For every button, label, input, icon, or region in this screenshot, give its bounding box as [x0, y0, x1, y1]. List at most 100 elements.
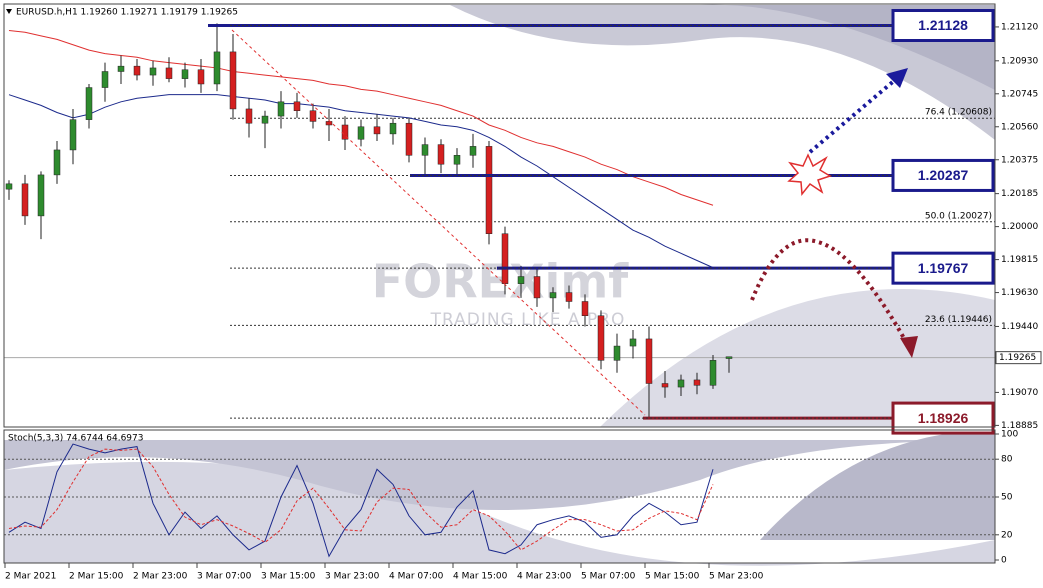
banner-shape: [4, 440, 995, 510]
x-tick-label: 4 Mar 07:00: [389, 572, 444, 582]
x-tick-label: 2 Mar 23:00: [133, 572, 188, 582]
fib-label: 23.6 (1.19446): [925, 315, 992, 325]
candle-body: [437, 144, 445, 165]
candle-body: [245, 108, 253, 124]
y-tick-label: 1.20375: [1001, 155, 1038, 165]
candle-body: [181, 69, 189, 79]
price-box: [995, 351, 1042, 365]
candle-body: [133, 65, 141, 76]
level-label: 1.19767: [918, 260, 969, 276]
candle-body: [293, 101, 301, 111]
candle-body: [37, 174, 45, 217]
stoch-line: [8, 443, 714, 558]
menu-triangle: [6, 9, 12, 14]
price-panel-frame: [3, 3, 996, 428]
x-tick-label: 3 Mar 15:00: [261, 572, 316, 582]
candle-body: [69, 119, 77, 151]
candle-body: [197, 69, 205, 85]
candle-body: [501, 233, 509, 284]
x-tick-label: 2 Mar 15:00: [69, 572, 124, 582]
candle-body: [517, 276, 525, 284]
candle-body: [101, 71, 109, 88]
banner-shape: [450, 5, 995, 140]
x-tick-label: 5 Mar 23:00: [709, 572, 764, 582]
trend-line: [231, 29, 646, 416]
banner-shape: [4, 461, 995, 566]
candle-body: [533, 276, 541, 299]
candle-body: [645, 338, 653, 384]
arrow-head: [900, 336, 918, 358]
current-price-label: 1.19265: [999, 353, 1036, 363]
x-tick-label: 2 Mar 2021: [5, 572, 56, 582]
x-tick-label: 5 Mar 15:00: [645, 572, 700, 582]
x-tick-label: 3 Mar 23:00: [325, 572, 380, 582]
candle-body: [53, 149, 61, 176]
candle-body: [357, 126, 365, 140]
candle-body: [709, 360, 717, 386]
candle-body: [677, 379, 685, 388]
candle-body: [149, 67, 157, 76]
stoch-tick-label: 100: [1001, 430, 1018, 440]
candle-body: [373, 126, 381, 135]
forecast-arrow: [808, 78, 897, 154]
level-label: 1.20287: [918, 167, 969, 183]
moving-average: [8, 29, 714, 206]
x-tick-label: 4 Mar 23:00: [517, 572, 572, 582]
chart-title: EURUSD.h,H1 1.19260 1.19271 1.19179 1.19…: [16, 8, 238, 18]
y-tick-label: 1.21120: [1001, 22, 1038, 32]
candle-body: [565, 292, 573, 302]
candle-body: [613, 345, 621, 361]
candle-body: [549, 292, 557, 299]
watermark: FOREXimf: [372, 255, 630, 309]
breakout-icon: [787, 153, 832, 196]
y-tick-label: 1.20185: [1001, 189, 1038, 199]
y-tick-label: 1.19070: [1001, 388, 1038, 398]
x-tick-label: 3 Mar 07:00: [197, 572, 252, 582]
level-box: [891, 251, 995, 285]
candle-body: [261, 115, 269, 124]
stoch-tick-label: 80: [1001, 455, 1013, 465]
candle-body: [325, 121, 333, 126]
candle-body: [229, 51, 237, 110]
stoch-label: Stoch(5,3,3) 74.6744 64.6973: [8, 434, 143, 444]
candle-body: [309, 110, 317, 122]
candle-body: [485, 146, 493, 234]
candle-body: [469, 146, 477, 156]
stoch-line: [8, 448, 714, 551]
watermark: TRADING LIKE A PRO: [430, 310, 626, 330]
moving-average: [8, 94, 714, 269]
level-label: 1.21128: [918, 17, 968, 33]
level-box: [891, 9, 995, 43]
y-tick-label: 1.20000: [1001, 222, 1038, 232]
candle-body: [213, 51, 221, 85]
candle-body: [629, 338, 637, 347]
candle-body: [277, 101, 285, 117]
candle-body: [21, 183, 29, 217]
candle-body: [597, 315, 605, 361]
y-tick-label: 1.20930: [1001, 56, 1038, 66]
candle-body: [405, 122, 413, 156]
candle-body: [453, 155, 461, 165]
stoch-tick-label: 50: [1001, 493, 1013, 503]
candle-body: [421, 144, 429, 156]
candle-body: [581, 301, 589, 317]
candle-body: [661, 383, 669, 388]
candle-body: [117, 65, 125, 72]
y-tick-label: 1.20745: [1001, 89, 1038, 99]
y-tick-label: 1.20560: [1001, 122, 1038, 132]
x-tick-label: 5 Mar 07:00: [581, 572, 636, 582]
y-tick-label: 1.19630: [1001, 288, 1038, 298]
banner-shape: [760, 430, 995, 540]
x-tick-label: 4 Mar 15:00: [453, 572, 508, 582]
y-tick-label: 1.18885: [1001, 421, 1038, 431]
candle-body: [5, 183, 13, 190]
arrow-head: [886, 68, 908, 88]
level-label: 1.18926: [918, 410, 969, 426]
fib-label: 50.0 (1.20027): [925, 211, 992, 221]
stoch-tick-label: 0: [1001, 556, 1007, 566]
level-box: [891, 401, 995, 435]
candle-body: [165, 67, 173, 79]
candle-body: [389, 122, 397, 135]
